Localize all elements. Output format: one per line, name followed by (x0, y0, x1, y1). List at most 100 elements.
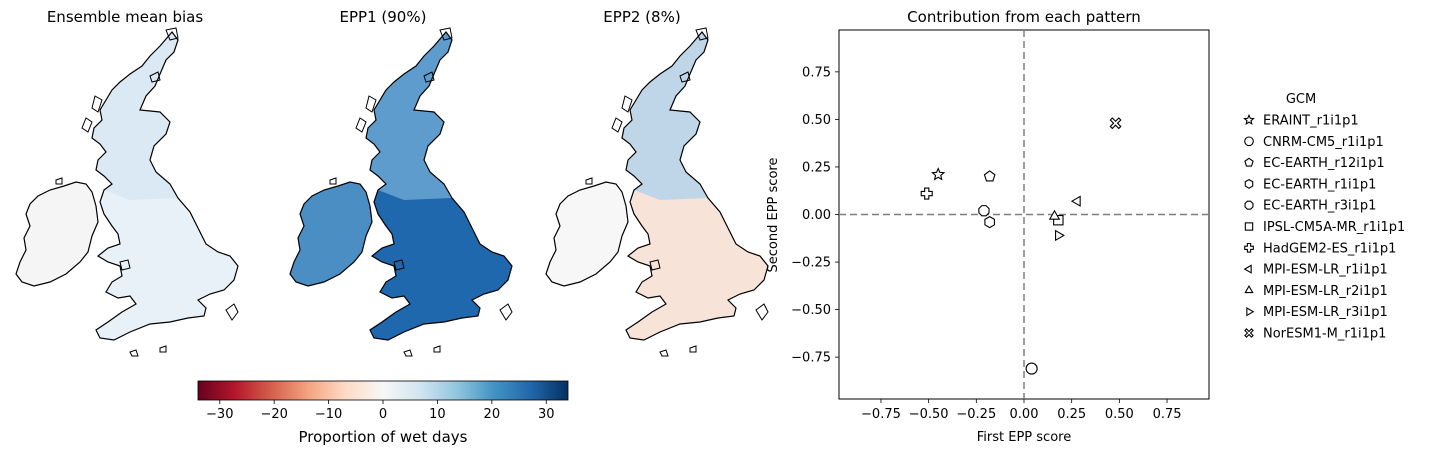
legend-item: NorESM1-M_r1i1p1 (1244, 327, 1386, 342)
legend-label: EC-EARTH_r3i1p1 (1263, 199, 1376, 214)
legend-title: GCM (1286, 92, 1316, 107)
colorbar-tick-label: 20 (484, 407, 501, 422)
legend-item: MPI-ESM-LR_r3i1p1 (1246, 305, 1388, 320)
colorbar-bar (197, 380, 569, 401)
ireland-coastline (545, 181, 629, 287)
y-axis-ticks: 0.75 0.50 0.25 0.00 −0.25 −0.50 −0.75 (791, 65, 839, 366)
scatter-point (1055, 229, 1065, 242)
island-coastline (393, 259, 405, 271)
legend-marker (1244, 222, 1254, 231)
ireland-coastline (15, 181, 99, 287)
map-panel-3: EPP2 (8%) (545, 8, 769, 357)
island-coastline (91, 95, 103, 113)
scatter-point (1053, 214, 1064, 226)
legend-label: HadGEM2-ES_r1i1p1 (1263, 241, 1396, 256)
colorbar-tick-label: −20 (260, 407, 287, 422)
legend-item: EC-EARTH_r12i1p1 (1244, 156, 1385, 171)
island-coastline (119, 259, 131, 271)
legend-marker (1243, 264, 1252, 274)
great-britain-coastline (365, 31, 513, 341)
x-tick-label: 0.75 (1153, 407, 1182, 422)
scatter-point (984, 215, 995, 229)
legend-marker (1244, 284, 1254, 294)
map-shapes (289, 27, 513, 357)
legend-items: ERAINT_r1i1p1 CNRM-CM5_r1i1p1 EC-EARTH_r12… (1243, 113, 1405, 342)
legend-item: EC-EARTH_r3i1p1 (1244, 199, 1376, 214)
island-coastline (403, 349, 413, 357)
legend-item: HadGEM2-ES_r1i1p1 (1244, 241, 1396, 256)
ireland-fill (290, 182, 372, 286)
legend-marker (1244, 157, 1254, 167)
scatter-point (920, 187, 933, 200)
legend-marker (1244, 200, 1254, 210)
legend-label: EC-EARTH_r1i1p1 (1263, 177, 1376, 192)
legend-item: MPI-ESM-LR_r1i1p1 (1243, 263, 1388, 278)
y-axis-label: Second EPP score (766, 158, 781, 273)
island-coastline (225, 303, 239, 321)
x-axis-label: First EPP score (977, 430, 1071, 445)
island-coastline (159, 345, 167, 353)
legend-label: NorESM1-M_r1i1p1 (1263, 327, 1386, 342)
legend-item: MPI-ESM-LR_r2i1p1 (1244, 284, 1388, 299)
colorbar-tick-label: 10 (429, 407, 446, 422)
ireland-fill (546, 182, 628, 286)
legend-label: EC-EARTH_r12i1p1 (1263, 156, 1385, 171)
island-coastline (689, 345, 697, 353)
legend-label: CNRM-CM5_r1i1p1 (1263, 135, 1384, 150)
map-panel-title: EPP2 (8%) (603, 8, 680, 26)
legend-item: ERAINT_r1i1p1 (1243, 113, 1359, 129)
legend-label: MPI-ESM-LR_r2i1p1 (1263, 284, 1388, 299)
y-tick-label: 0.75 (802, 65, 831, 80)
map-shapes (15, 27, 239, 357)
scatter-panel: Contribution from each pattern −0.75 −0.5… (766, 8, 1210, 445)
colorbar-label: Proportion of wet days (299, 428, 468, 446)
x-tick-label: −0.50 (909, 407, 949, 422)
colorbar-tick-label: −10 (315, 407, 342, 422)
legend-item: IPSL-CM5A-MR_r1i1p1 (1244, 220, 1405, 235)
scatter-point (1070, 195, 1081, 207)
scotland-fill (622, 32, 708, 200)
legend-label: ERAINT_r1i1p1 (1263, 114, 1359, 129)
legend-marker (1244, 328, 1254, 338)
y-tick-label: −0.50 (791, 303, 831, 318)
colorbar-tick-label: 30 (538, 407, 555, 422)
island-coastline (755, 303, 769, 321)
x-tick-label: −0.75 (861, 407, 901, 422)
scatter-title: Contribution from each pattern (907, 8, 1141, 26)
y-tick-label: −0.25 (791, 256, 831, 271)
y-tick-label: 0.25 (802, 160, 831, 175)
scatter-point (931, 167, 946, 181)
scatter-points (920, 117, 1122, 375)
x-tick-label: −0.25 (956, 407, 996, 422)
island-coastline (585, 177, 593, 185)
island-coastline (355, 117, 367, 133)
legend: GCM ERAINT_r1i1p1 CNRM-CM5_r1i1p1 EC-EARTH… (1243, 92, 1405, 342)
island-coastline (55, 177, 63, 185)
colorbar-ticks: −30 −20 −10 0 10 20 30 (206, 400, 555, 422)
scatter-point (1048, 209, 1061, 220)
scotland-fill (92, 32, 178, 200)
ireland-coastline (289, 181, 373, 287)
island-coastline (621, 95, 633, 113)
island-coastline (329, 177, 337, 185)
colorbar: −30 −20 −10 0 10 20 30 Proportion of wet days (197, 380, 569, 446)
island-coastline (149, 71, 161, 83)
island-coastline (165, 27, 179, 41)
island-coastline (439, 27, 453, 41)
legend-marker (1244, 136, 1254, 147)
island-coastline (423, 71, 435, 83)
legend-marker (1243, 113, 1255, 125)
y-tick-label: 0.50 (802, 113, 831, 128)
map-panel-title: EPP1 (90%) (340, 8, 427, 26)
x-tick-label: 0.00 (1010, 407, 1039, 422)
island-coastline (649, 259, 661, 271)
legend-label: MPI-ESM-LR_r1i1p1 (1263, 263, 1388, 278)
scatter-point (1109, 117, 1122, 130)
legend-item: CNRM-CM5_r1i1p1 (1244, 135, 1384, 150)
island-coastline (679, 71, 691, 83)
island-coastline (659, 349, 669, 357)
map-panels: Ensemble mean bias EPP1 (90%) EPP2 (8%) (15, 8, 769, 357)
scatter-point (1025, 362, 1038, 375)
